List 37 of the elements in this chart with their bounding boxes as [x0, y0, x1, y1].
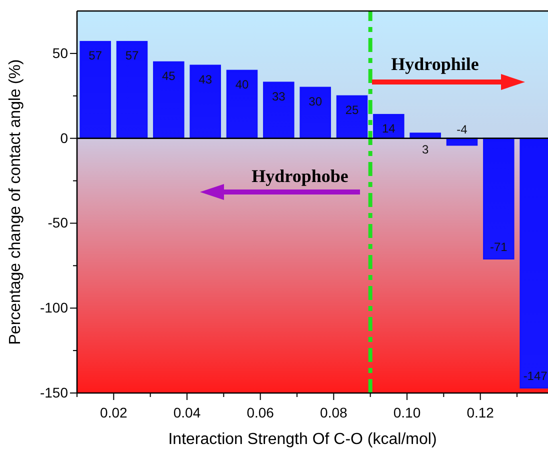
x-tick-label: 0.02	[100, 404, 128, 420]
y-tick-label: -50	[48, 214, 68, 231]
text: 0.10	[393, 404, 421, 420]
data-label: 33	[272, 89, 286, 104]
x-tick-label: 0.08	[320, 404, 348, 420]
data-label: 3	[422, 142, 429, 156]
data-label: 57	[88, 48, 102, 63]
data-label: -71	[490, 240, 508, 254]
data-label: 14	[382, 122, 396, 136]
data-label: 25	[345, 102, 359, 117]
y-axis-title: Percentage change of contact angle (%)	[7, 59, 24, 345]
data-label: 30	[308, 94, 322, 108]
x-tick-label: 0.12	[466, 404, 494, 420]
bar	[336, 95, 368, 139]
bar	[483, 138, 514, 260]
data-label: -147	[523, 368, 548, 383]
bar	[263, 82, 294, 139]
y-tick-label: 50	[52, 44, 68, 61]
bar	[190, 64, 221, 139]
data-label: 57	[125, 48, 139, 63]
y-tick-label: -100	[40, 300, 68, 316]
bar	[80, 40, 111, 139]
x-tick-label: 0.04	[173, 404, 201, 420]
x-axis-title: Interaction Strength Of C-O (kcal/mol)	[168, 431, 437, 448]
y-tick-label: -150	[40, 384, 68, 400]
data-label: -4	[456, 122, 468, 136]
bar	[300, 86, 331, 139]
bar	[226, 70, 258, 139]
y-tick-label: 0	[60, 130, 68, 146]
data-label: 40	[235, 77, 249, 92]
x-tick-label: 0.06	[246, 404, 274, 420]
data-label: 45	[162, 68, 176, 83]
annotation: Hydrophile	[391, 54, 479, 74]
bar	[153, 61, 184, 139]
bar	[116, 40, 148, 139]
annotation: Hydrophobe	[252, 166, 348, 186]
data-label: 43	[198, 72, 212, 86]
